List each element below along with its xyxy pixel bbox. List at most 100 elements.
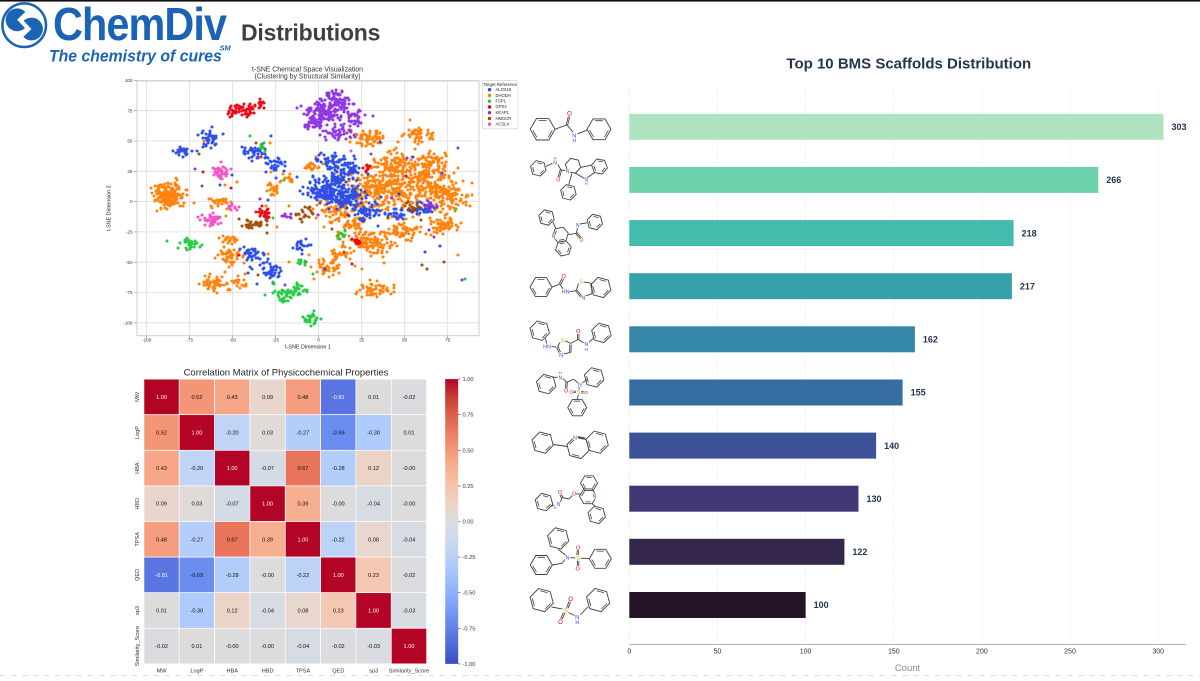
svg-text:1.00: 1.00 [262,502,273,508]
svg-text:0.50: 0.50 [463,448,474,454]
svg-text:TPSA: TPSA [296,669,311,675]
svg-text:S: S [579,279,583,285]
svg-text:ChemDiv: ChemDiv [53,0,227,51]
svg-text:0.23: 0.23 [333,609,344,615]
svg-text:-0.30: -0.30 [191,609,204,615]
svg-text:MW: MW [157,669,168,675]
svg-text:O: O [572,491,576,497]
svg-text:H: H [585,347,589,353]
svg-text:t-SNE Chemical Space Visualiza: t-SNE Chemical Space Visualization [252,66,363,73]
svg-text:O: O [580,238,584,244]
svg-text:H: H [554,506,557,510]
svg-text:HN: HN [562,290,570,296]
svg-text:QED: QED [332,669,344,675]
svg-text:0.43: 0.43 [156,466,167,472]
svg-text:-0.04: -0.04 [297,644,310,650]
svg-text:0.12: 0.12 [368,466,379,472]
svg-text:-0.50: -0.50 [463,591,476,597]
svg-text:0.08: 0.08 [297,609,308,615]
svg-text:1.00: 1.00 [297,537,308,543]
svg-text:O: O [568,597,573,603]
svg-text:0.01: 0.01 [404,431,415,437]
svg-text:O: O [576,567,581,573]
svg-text:-100: -100 [123,320,133,325]
svg-text:S: S [576,556,580,562]
svg-text:100: 100 [814,600,829,610]
svg-text:-0.27: -0.27 [297,431,310,437]
svg-text:0.01: 0.01 [368,395,379,401]
svg-text:0: 0 [627,649,631,656]
svg-text:-0.69: -0.69 [332,431,345,437]
svg-text:Distributions: Distributions [241,20,380,46]
svg-text:-0.20: -0.20 [191,466,204,472]
svg-text:-0.25: -0.25 [463,555,476,561]
svg-text:t-SNE Dimension 2: t-SNE Dimension 2 [107,185,113,231]
svg-text:-0.22: -0.22 [297,573,310,579]
svg-text:-0.28: -0.28 [226,573,239,579]
svg-text:-0.27: -0.27 [191,537,204,543]
svg-text:0.75: 0.75 [463,413,474,419]
svg-text:N: N [573,435,577,441]
svg-text:O: O [576,545,581,551]
svg-text:-0.00: -0.00 [261,644,274,650]
svg-text:H: H [559,370,562,375]
svg-text:-0.81: -0.81 [332,395,345,401]
svg-text:LogP: LogP [190,669,203,675]
svg-text:O: O [569,389,573,395]
svg-text:0.09: 0.09 [262,395,273,401]
svg-text:O: O [556,177,560,183]
svg-text:0.52: 0.52 [156,431,167,437]
svg-text:t-SNE Dimension 1: t-SNE Dimension 1 [285,345,331,351]
svg-text:N: N [559,375,563,381]
svg-text:0.03: 0.03 [191,502,202,508]
svg-text:0.43: 0.43 [227,395,238,401]
svg-text:HBA: HBA [226,669,238,675]
svg-text:1.00: 1.00 [156,395,167,401]
svg-text:LogP: LogP [135,426,141,439]
svg-text:-0.04: -0.04 [403,537,416,543]
svg-text:Similarity_Score: Similarity_Score [135,626,141,666]
svg-text:Similarity_Score: Similarity_Score [389,669,429,675]
svg-text:-0.22: -0.22 [332,537,345,543]
svg-text:N: N [559,353,563,359]
svg-text:S: S [561,338,565,344]
svg-text:-0.28: -0.28 [332,466,345,472]
svg-text:-0.00: -0.00 [261,573,274,579]
svg-text:25: 25 [127,169,133,174]
svg-text:1.00: 1.00 [227,466,238,472]
svg-text:0.67: 0.67 [227,537,238,543]
svg-text:HBA: HBA [135,462,141,474]
svg-text:ALOX15: ALOX15 [496,87,513,92]
svg-text:Count: Count [895,663,921,674]
svg-text:-0.81: -0.81 [155,573,168,579]
svg-text:QED: QED [135,569,141,581]
svg-text:-0.20: -0.20 [226,431,239,437]
svg-text:H: H [572,138,576,144]
svg-text:0.08: 0.08 [368,537,379,543]
svg-text:H: H [585,181,588,186]
svg-text:-0.02: -0.02 [403,395,416,401]
svg-text:Top 10 BMS Scaffolds Distribut: Top 10 BMS Scaffolds Distribution [786,56,1031,73]
svg-text:0.23: 0.23 [368,573,379,579]
svg-text:O: O [576,329,581,335]
svg-text:1.00: 1.00 [333,573,344,579]
svg-text:-0.00: -0.00 [403,466,416,472]
svg-text:300: 300 [1152,649,1164,656]
svg-text:N: N [581,296,585,302]
svg-text:0.01: 0.01 [156,609,167,615]
svg-text:1.00: 1.00 [368,609,379,615]
svg-text:140: 140 [884,441,899,451]
svg-text:0.39: 0.39 [297,502,308,508]
svg-text:50: 50 [127,139,133,144]
svg-text:0.48: 0.48 [156,537,167,543]
svg-text:GPX4: GPX4 [496,104,508,109]
svg-text:N: N [578,382,582,388]
svg-text:-0.07: -0.07 [226,502,239,508]
svg-text:122: 122 [852,547,867,557]
svg-text:162: 162 [923,335,938,345]
svg-text:75: 75 [127,108,133,113]
svg-text:266: 266 [1106,175,1121,185]
svg-text:N: N [565,556,569,562]
svg-text:0.48: 0.48 [297,395,308,401]
svg-text:HN: HN [543,344,551,350]
